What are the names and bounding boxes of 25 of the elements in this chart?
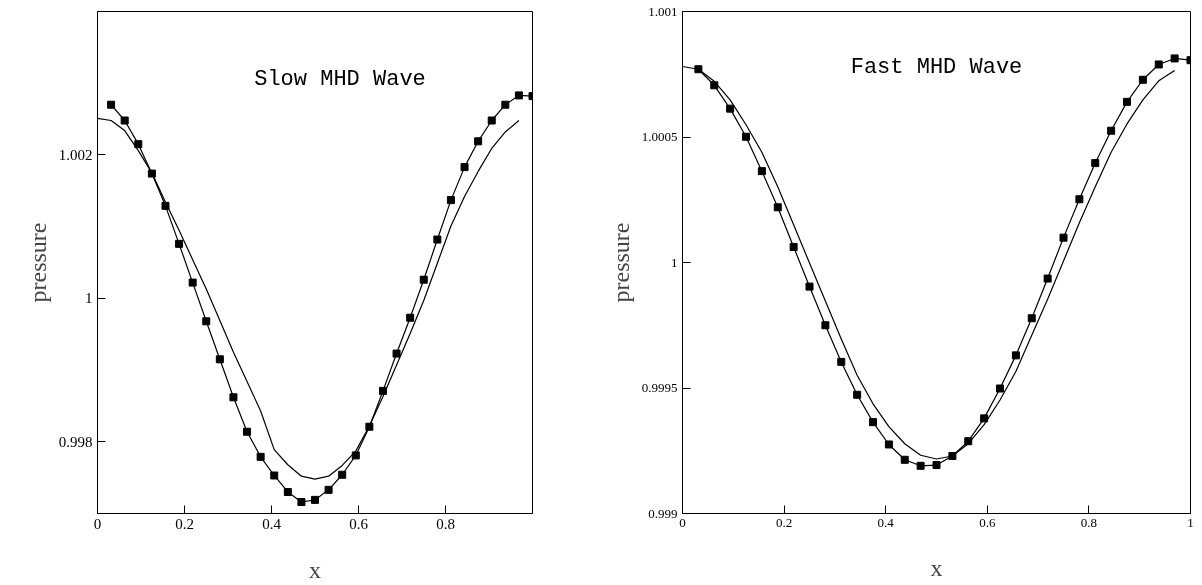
x-tick-label: 0.8 [1080, 514, 1098, 530]
text: Fast MHD Wave [850, 54, 1023, 80]
x-tick-label: 0.2 [775, 514, 793, 530]
y-tick-label: 1.0005 [641, 129, 678, 144]
y-tick-label: 1 [85, 290, 93, 307]
y-tick-label: 0.9995 [641, 380, 678, 395]
x-tick-label: 0.6 [349, 515, 369, 532]
y-tick-label: 1.002 [58, 146, 93, 163]
y-axis-title: pressure [607, 222, 634, 303]
text: Slow MHD Wave [254, 66, 426, 92]
x-tick-label: 0.2 [175, 515, 194, 532]
x-axis-title: x [309, 556, 321, 583]
y-tick-label: 0.999 [648, 505, 678, 521]
x-tick-label: 0 [93, 515, 102, 532]
x-tick-label: 0.4 [877, 514, 895, 530]
x-tick-label: 0 [679, 514, 686, 530]
x-tick-label: 0.4 [262, 515, 282, 532]
y-tick-label: 1 [671, 254, 678, 270]
x-tick-label: 1 [1187, 514, 1194, 530]
x-tick-label: 0.8 [436, 515, 455, 532]
x-tick-label: 0.6 [979, 514, 996, 530]
y-axis-title: pressure [24, 222, 51, 303]
y-tick-label: 1.001 [648, 3, 678, 19]
x-axis-title: x [930, 554, 943, 581]
y-tick-label: 0.998 [58, 433, 93, 450]
